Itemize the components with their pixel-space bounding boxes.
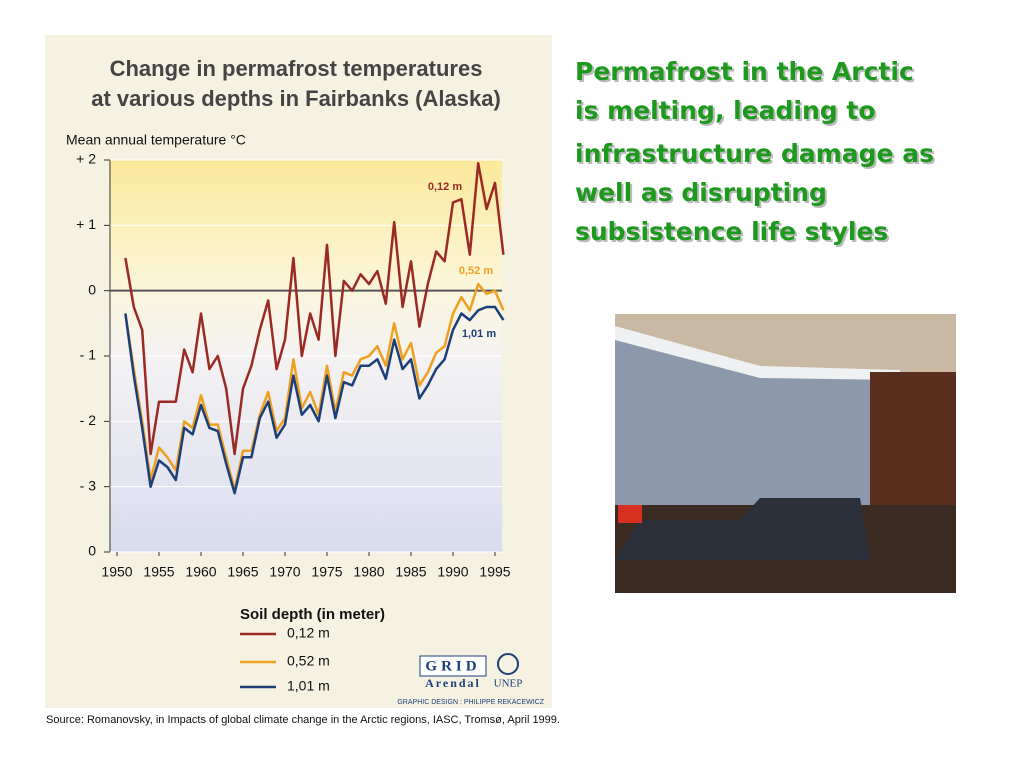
x-tick-label: 1985 bbox=[395, 564, 426, 580]
series-label: 0,12 m bbox=[428, 181, 462, 193]
logo-unep: UNEP bbox=[494, 678, 523, 690]
x-tick-label: 1965 bbox=[227, 564, 258, 580]
x-tick-label: 1960 bbox=[185, 564, 216, 580]
slide-line: is melting, leading to bbox=[575, 96, 876, 125]
slide-line: infrastructure damage as bbox=[575, 139, 934, 168]
credit: GRAPHIC DESIGN : PHILIPPE REKACEWICZ bbox=[397, 699, 544, 706]
photo bbox=[615, 314, 956, 593]
series-label: 1,01 m bbox=[462, 328, 496, 340]
x-tick-label: 1990 bbox=[437, 564, 468, 580]
x-tick-label: 1975 bbox=[311, 564, 342, 580]
series-line bbox=[124, 162, 505, 456]
legend-title: Soil depth (in meter) bbox=[240, 606, 385, 623]
slide-line: Permafrost in the Arctic bbox=[575, 57, 914, 86]
slide-line: well as disrupting bbox=[575, 178, 827, 207]
logo-emblem bbox=[497, 653, 519, 675]
y-tick-label: + 1 bbox=[76, 216, 96, 232]
x-tick-label: 1980 bbox=[353, 564, 384, 580]
series-line bbox=[124, 282, 505, 492]
x-tick-label: 1995 bbox=[479, 564, 510, 580]
legend-label: 1,01 m bbox=[287, 678, 330, 694]
series-label: 0,52 m bbox=[459, 265, 493, 277]
y-tick-label: 0 bbox=[88, 281, 96, 297]
photo-red-object bbox=[618, 505, 642, 523]
logo-box bbox=[419, 655, 487, 677]
x-tick-label: 1955 bbox=[143, 564, 174, 580]
y-tick-label: - 3 bbox=[80, 477, 97, 493]
logo-grid: GRID bbox=[425, 658, 480, 674]
x-tick-label: 1970 bbox=[269, 564, 300, 580]
chart-title: at various depths in Fairbanks (Alaska) bbox=[91, 86, 501, 111]
y-tick-label: 0 bbox=[88, 543, 96, 559]
legend-label: 0,52 m bbox=[287, 653, 330, 669]
y-tick-label: - 2 bbox=[80, 412, 97, 428]
slide-line: subsistence life styles bbox=[575, 217, 888, 246]
series-line bbox=[124, 305, 505, 495]
logo-arendal: Arendal bbox=[425, 676, 481, 690]
logo: GRID Arendal UNEP bbox=[419, 653, 523, 690]
slide-text: Permafrost in the Arctic is melting, lea… bbox=[575, 57, 934, 246]
y-axis-label: Mean annual temperature °C bbox=[66, 132, 246, 148]
source: Source: Romanovsky, in Impacts of global… bbox=[46, 714, 560, 726]
chart-title: Change in permafrost temperatures bbox=[110, 56, 483, 81]
y-tick-label: - 1 bbox=[80, 347, 97, 363]
legend-label: 0,12 m bbox=[287, 625, 330, 641]
photo-truck bbox=[615, 498, 870, 560]
y-tick-label: + 2 bbox=[76, 151, 96, 167]
x-tick-label: 1950 bbox=[101, 564, 132, 580]
